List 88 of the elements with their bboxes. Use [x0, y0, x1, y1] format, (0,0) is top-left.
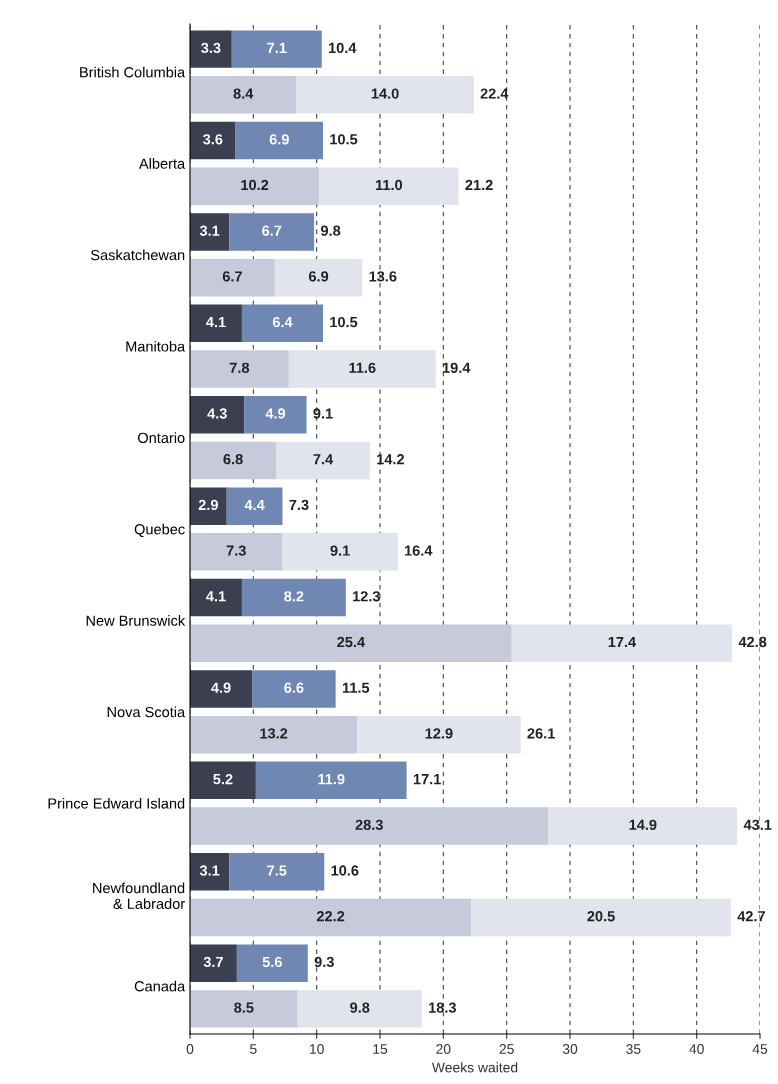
data-label: 25.4 [337, 636, 365, 648]
data-label: 11.0 [376, 179, 403, 191]
data-label: 12.9 [425, 728, 453, 739]
x-tick-label: 45 [752, 1044, 768, 1054]
data-label: 17.4 [608, 636, 637, 648]
total-label: 22.4 [480, 88, 509, 99]
y-tick-label: British Columbia [80, 66, 186, 78]
data-label: 4.9 [265, 408, 286, 419]
x-tick-label: 25 [499, 1044, 514, 1054]
total-label: 21.2 [465, 179, 493, 191]
total-label: 42.7 [737, 911, 765, 922]
data-label: 3.1 [199, 225, 220, 236]
total-label: 10.4 [328, 42, 357, 54]
data-label: 7.8 [229, 362, 250, 373]
total-label: 9.1 [313, 408, 333, 419]
data-label: 7.3 [226, 545, 246, 556]
data-label: 5.6 [262, 956, 282, 968]
data-label: 11.9 [318, 773, 345, 785]
x-tick-label: 30 [562, 1044, 578, 1054]
total-label: 10.6 [331, 865, 359, 876]
y-tick-label: New Brunswick [86, 615, 186, 626]
y-tick-label: Canada [134, 980, 186, 992]
data-label: 2.9 [198, 499, 218, 511]
data-label: 7.4 [313, 454, 334, 465]
x-tick-label: 5 [250, 1044, 257, 1054]
data-label: 9.1 [330, 545, 350, 556]
data-label: 3.1 [199, 865, 220, 876]
y-tick-label: Saskatchewan [90, 249, 185, 261]
data-label: 6.9 [269, 134, 289, 145]
total-label: 9.8 [320, 225, 341, 236]
x-tick-label: 15 [373, 1044, 388, 1054]
x-tick-label: 10 [310, 1044, 324, 1054]
y-tick-label: Manitoba [126, 340, 186, 352]
x-axis-title: Weeks waited [431, 1062, 518, 1073]
data-label: 6.7 [262, 225, 282, 236]
total-label: 17.1 [413, 774, 441, 785]
data-label: 3.3 [201, 42, 221, 54]
y-tick-label: Alberta [138, 158, 186, 169]
data-label: 6.8 [223, 454, 243, 465]
data-label: 14.0 [371, 88, 399, 99]
data-label: 22.2 [316, 911, 345, 922]
data-label: 4.1 [206, 317, 226, 328]
y-tick-label: Nova Scotia [107, 706, 186, 718]
total-label: 11.5 [342, 682, 370, 693]
data-label: 4.1 [206, 591, 226, 602]
data-label: 28.3 [355, 819, 383, 830]
total-label: 10.5 [330, 316, 358, 328]
data-label: 11.6 [349, 362, 376, 373]
data-label: 6.4 [272, 316, 293, 328]
data-label: 8.5 [234, 1002, 254, 1013]
data-label: 3.7 [203, 956, 223, 968]
total-label: 26.1 [527, 728, 555, 739]
y-tick-label: Newfoundland & Labrador [93, 882, 185, 909]
total-label: 42.8 [738, 636, 767, 648]
data-label: 6.7 [222, 271, 242, 282]
data-label: 3.6 [203, 134, 223, 145]
total-label: 16.4 [404, 545, 433, 556]
total-label: 14.2 [377, 454, 404, 465]
data-label: 7.1 [267, 42, 287, 53]
data-label: 4.4 [244, 499, 265, 510]
total-label: 7.3 [289, 499, 309, 511]
data-label: 14.9 [629, 819, 657, 830]
total-label: 18.3 [429, 1002, 456, 1013]
total-label: 12.3 [353, 591, 380, 602]
data-label: 7.5 [267, 865, 287, 876]
x-tick-label: 0 [186, 1044, 194, 1054]
x-tick-label: 20 [436, 1044, 451, 1054]
total-label: 43.1 [743, 819, 772, 830]
data-label: 6.6 [284, 682, 304, 693]
data-label: 8.4 [233, 88, 254, 99]
data-label: 13.2 [260, 728, 288, 739]
total-label: 19.4 [442, 362, 471, 373]
data-label: 4.3 [207, 408, 227, 419]
data-label: 4.9 [211, 682, 231, 693]
y-tick-label: Prince Edward Island [48, 797, 185, 809]
total-label: 13.6 [369, 271, 397, 282]
total-label: 9.3 [314, 956, 334, 968]
data-label: 5.2 [213, 773, 233, 785]
data-label: 10.2 [241, 179, 269, 191]
x-tick-label: 40 [689, 1044, 704, 1054]
data-label: 8.2 [284, 591, 304, 602]
y-tick-label: Quebec [134, 523, 185, 538]
y-tick-label: Ontario [138, 432, 185, 444]
data-label: 20.5 [587, 911, 615, 922]
data-label: 9.8 [350, 1002, 370, 1013]
x-tick-label: 35 [626, 1044, 641, 1054]
total-label: 10.5 [330, 134, 358, 145]
data-label: 6.9 [308, 271, 329, 282]
